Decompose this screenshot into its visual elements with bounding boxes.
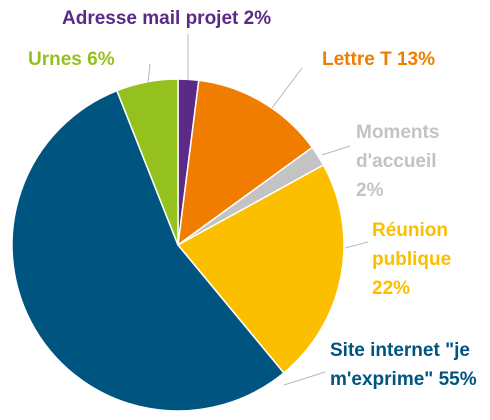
value-label: 13% [396, 49, 435, 70]
category-name: Moments d'accueil [356, 122, 440, 172]
value-label: 22% [372, 278, 411, 299]
leader-line [344, 241, 369, 249]
category-name: Réunion publique [372, 220, 452, 270]
value-label: 55% [438, 369, 477, 390]
leader-line [271, 67, 303, 109]
value-label: 6% [87, 49, 115, 70]
category-name: Lettre T [322, 49, 392, 70]
pie-slice [11, 89, 285, 412]
leader-line [283, 371, 326, 386]
leader-line [147, 63, 151, 84]
category-name: Adresse mail projet [62, 8, 239, 29]
slice-label: Site internet "je m'exprime" 55% [330, 336, 488, 394]
category-name: Site internet "je m'exprime" [330, 340, 470, 390]
leader-line [321, 145, 351, 156]
pie-slice [176, 164, 345, 374]
value-label: 2% [243, 8, 272, 29]
pie-slice [115, 78, 179, 246]
category-name: Urnes [28, 49, 82, 70]
pie-slice [177, 79, 314, 247]
slice-label: Urnes 6% [28, 45, 148, 74]
slice-label: Réunion publique 22% [372, 216, 482, 303]
value-label: 2% [356, 180, 384, 201]
slice-label: Lettre T 13% [322, 45, 482, 74]
slice-label: Adresse mail projet 2% [62, 4, 362, 33]
slice-label: Moments d'accueil 2% [356, 118, 466, 205]
